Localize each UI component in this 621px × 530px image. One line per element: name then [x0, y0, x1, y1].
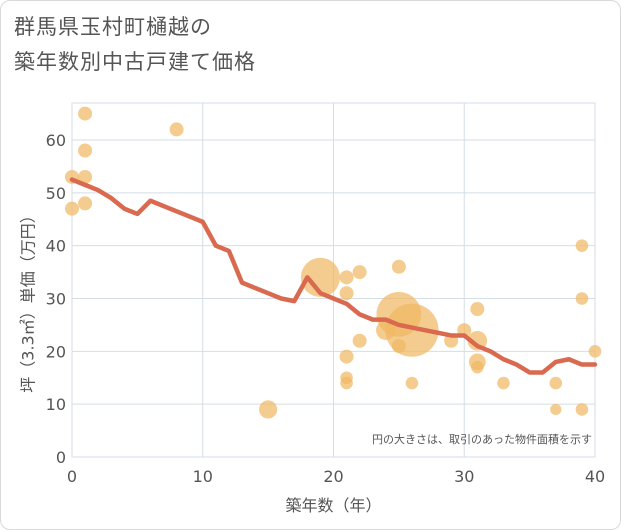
data-bubble [470, 302, 485, 317]
x-tick-label: 30 [454, 467, 474, 486]
y-tick-label: 0 [56, 448, 66, 467]
data-bubble [169, 122, 184, 137]
x-axis-title: 築年数（年） [285, 496, 381, 515]
data-bubble [391, 259, 406, 274]
x-tick-label: 40 [585, 467, 605, 486]
data-bubble [78, 196, 93, 211]
data-bubble [340, 376, 353, 390]
data-bubble [550, 403, 562, 416]
bubble-layer [65, 106, 602, 419]
data-bubble [78, 169, 93, 184]
data-bubble [497, 376, 510, 390]
trend-line-layer [69, 177, 598, 375]
data-bubble [339, 349, 354, 364]
data-bubble [405, 376, 419, 390]
tick-labels: 0 10 20 30 40 0 10 20 30 40 50 60 [46, 131, 606, 486]
data-bubble [549, 376, 563, 390]
data-bubble [471, 360, 484, 374]
chart-title-line-2: 築年数別中古戸建て価格 [14, 50, 256, 74]
y-tick-label: 30 [46, 289, 66, 308]
data-bubble [352, 265, 367, 280]
x-tick-label: 20 [323, 467, 343, 486]
data-bubble [65, 201, 79, 216]
bubble-size-note: 円の大きさは、取引のあった物件面積を示す [372, 432, 592, 446]
data-bubble [78, 106, 93, 121]
x-tick-label: 10 [193, 467, 213, 486]
data-bubble [339, 270, 354, 285]
data-bubble [588, 345, 602, 358]
chart-title-line-1: 群馬県玉村町樋越の [14, 15, 212, 39]
y-tick-label: 20 [46, 342, 66, 361]
data-bubble [575, 403, 589, 416]
data-bubble [78, 143, 93, 158]
data-bubble [352, 333, 367, 348]
data-bubble [575, 292, 589, 305]
data-bubble [339, 286, 354, 301]
y-axis-title: 坪（3.3㎡）単価（万円） [19, 207, 38, 392]
data-bubble [575, 239, 589, 252]
data-bubble [385, 303, 439, 357]
y-tick-label: 60 [46, 131, 66, 150]
y-tick-label: 10 [46, 395, 66, 414]
y-tick-label: 50 [46, 184, 66, 203]
x-tick-label: 0 [67, 467, 77, 486]
trend-line [69, 177, 598, 375]
y-tick-label: 40 [46, 237, 66, 256]
data-bubble [300, 257, 341, 297]
data-bubble [259, 400, 278, 419]
chart-title: 群馬県玉村町樋越の 築年数別中古戸建て価格 [14, 10, 256, 80]
